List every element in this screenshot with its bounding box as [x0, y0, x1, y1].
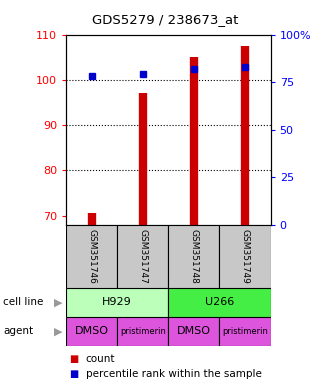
- Bar: [168, 225, 219, 288]
- Text: ■: ■: [69, 354, 79, 364]
- Text: ▶: ▶: [53, 297, 62, 308]
- Text: ▶: ▶: [53, 326, 62, 336]
- Text: H929: H929: [102, 297, 132, 308]
- Text: GSM351748: GSM351748: [189, 229, 198, 284]
- Text: DMSO: DMSO: [177, 326, 211, 336]
- Text: GSM351746: GSM351746: [87, 229, 96, 284]
- Bar: [66, 288, 168, 317]
- Bar: [66, 317, 117, 346]
- Text: pristimerin: pristimerin: [222, 327, 268, 336]
- Bar: [66, 225, 117, 288]
- Bar: [219, 317, 271, 346]
- Text: GSM351749: GSM351749: [241, 229, 249, 284]
- Bar: [168, 288, 271, 317]
- Text: cell line: cell line: [3, 297, 44, 308]
- Text: GDS5279 / 238673_at: GDS5279 / 238673_at: [92, 13, 238, 26]
- Bar: [117, 225, 168, 288]
- Text: count: count: [86, 354, 115, 364]
- Text: DMSO: DMSO: [75, 326, 109, 336]
- Text: GSM351747: GSM351747: [138, 229, 147, 284]
- Text: U266: U266: [205, 297, 234, 308]
- Bar: [219, 225, 271, 288]
- Bar: [117, 317, 168, 346]
- Text: pristimerin: pristimerin: [120, 327, 166, 336]
- Text: percentile rank within the sample: percentile rank within the sample: [86, 369, 262, 379]
- Text: agent: agent: [3, 326, 33, 336]
- Text: ■: ■: [69, 369, 79, 379]
- Bar: [168, 317, 219, 346]
